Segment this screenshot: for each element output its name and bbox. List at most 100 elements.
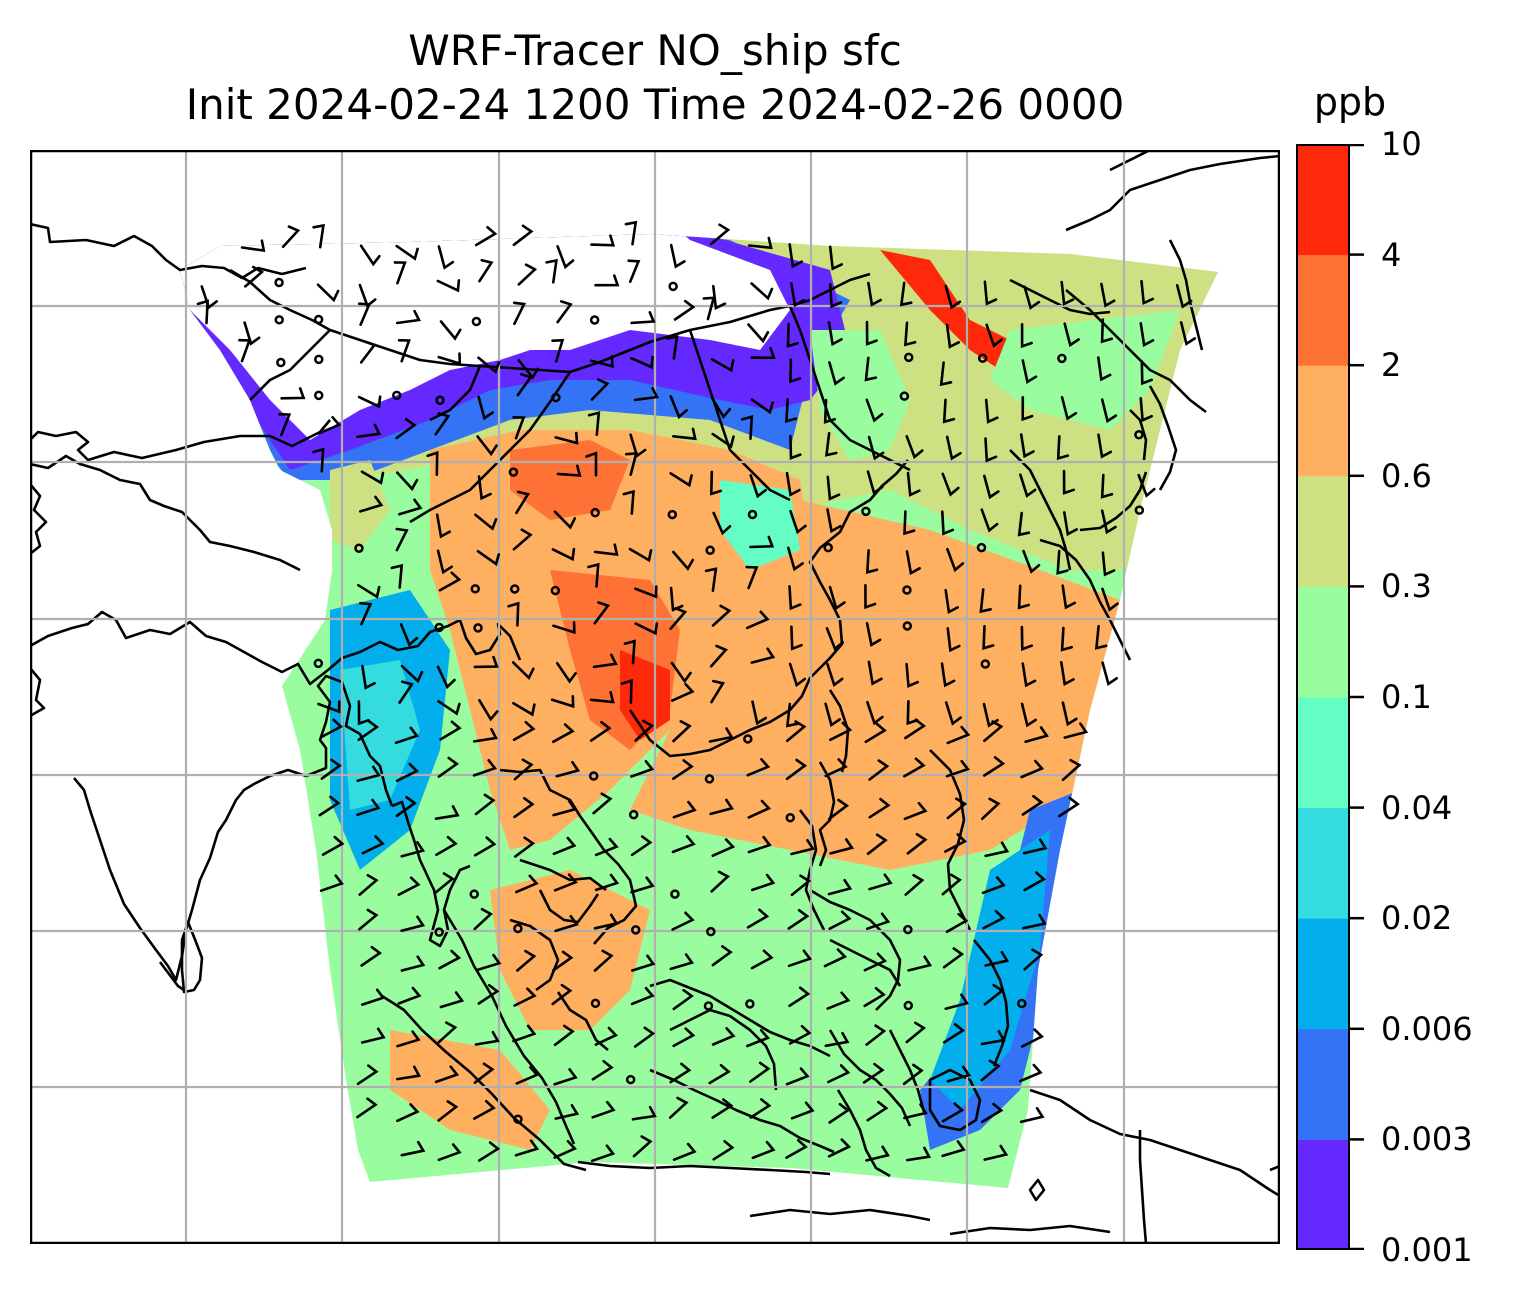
wind-barb <box>317 416 342 435</box>
wind-barb <box>942 398 956 424</box>
wind-barb <box>669 395 688 420</box>
wind-barb <box>434 1065 460 1084</box>
wind-barb <box>1058 796 1080 818</box>
wind-barb <box>593 949 614 972</box>
wind-barb <box>517 263 538 286</box>
calm-wind-marker <box>747 509 758 520</box>
wind-barb <box>712 284 727 310</box>
calm-wind-marker <box>706 926 716 937</box>
wind-barb <box>400 955 426 972</box>
title-line-1: WRF-Tracer NO_ship sfc <box>408 26 902 75</box>
wind-barb <box>827 878 853 896</box>
wind-barb <box>669 953 695 971</box>
wind-barb <box>629 433 647 459</box>
wind-barb <box>474 1030 500 1046</box>
wind-barb <box>556 245 575 270</box>
wind-barb <box>512 720 536 741</box>
wind-barb <box>507 601 520 627</box>
wind-barb <box>477 356 501 374</box>
wind-barb <box>592 653 618 669</box>
wind-barb <box>398 498 423 516</box>
wind-barb <box>944 701 962 726</box>
wind-barb <box>671 683 695 702</box>
wind-barb <box>865 320 878 346</box>
wind-barb <box>319 874 344 892</box>
wind-barb <box>862 1062 885 1084</box>
map-panel[interactable] <box>30 150 1280 1244</box>
wind-barb <box>865 622 882 647</box>
wind-barb <box>824 702 841 728</box>
wind-barb <box>591 1059 614 1081</box>
calm-wind-marker <box>434 622 444 633</box>
wind-barb <box>906 700 919 726</box>
wind-barb <box>556 464 582 477</box>
wind-barb <box>356 423 382 439</box>
wind-barb <box>395 796 417 818</box>
wind-barb <box>828 1102 851 1124</box>
calm-wind-marker <box>588 771 599 781</box>
wind-barb <box>590 1144 616 1163</box>
wind-barb <box>789 358 802 384</box>
wind-barb <box>826 662 844 688</box>
wind-barb <box>439 720 462 741</box>
wind-barb <box>244 265 265 288</box>
wind-barb <box>395 309 421 325</box>
calm-wind-marker <box>590 507 600 518</box>
colorbar-band <box>1296 586 1350 698</box>
wind-barb <box>710 358 735 373</box>
wind-barb <box>790 839 815 856</box>
wind-barb <box>905 662 919 689</box>
wind-barb <box>785 758 808 781</box>
wind-barb <box>396 1103 420 1123</box>
wind-barb <box>594 274 620 287</box>
wind-barb <box>740 414 754 440</box>
wind-barb <box>1020 759 1045 779</box>
wind-barb <box>318 795 341 817</box>
wind-barb <box>512 301 527 326</box>
wind-barb <box>982 909 1006 930</box>
wind-barb <box>1179 321 1197 346</box>
wind-barb <box>436 665 456 690</box>
wind-barb <box>708 1063 731 1085</box>
wind-barb <box>1023 285 1041 310</box>
wind-barb <box>788 986 811 1008</box>
wind-barb <box>982 624 995 650</box>
wind-barb <box>395 762 420 783</box>
wind-barb <box>907 955 933 972</box>
wind-barb <box>983 1144 1009 1161</box>
wind-barb <box>437 1143 462 1162</box>
wind-barb <box>552 621 576 635</box>
calm-wind-marker <box>470 584 480 594</box>
wind-barb <box>240 239 266 253</box>
colorbar-tick-label: 4 <box>1381 235 1402 274</box>
map-border <box>30 150 1280 1244</box>
wind-barb <box>790 625 803 651</box>
wind-barb <box>280 387 306 400</box>
wind-barb <box>942 1023 966 1044</box>
wind-barb <box>281 225 301 249</box>
wind-barb <box>941 873 962 896</box>
wind-barb <box>702 296 716 321</box>
wind-barb <box>790 282 806 308</box>
wind-barb <box>630 835 653 857</box>
wind-barb <box>749 1098 772 1119</box>
wind-barb <box>1063 322 1080 348</box>
calm-wind-marker <box>902 585 912 595</box>
wind-barb <box>669 607 688 630</box>
wind-barb <box>396 471 419 492</box>
calm-wind-marker <box>902 621 913 631</box>
calm-wind-marker <box>434 927 444 937</box>
wind-barb <box>434 412 451 436</box>
wind-barb <box>1019 1107 1045 1124</box>
wind-barb <box>627 259 641 283</box>
wind-barb <box>551 547 576 562</box>
wind-barb <box>866 912 891 930</box>
wind-barb <box>312 447 325 473</box>
wind-barb <box>594 873 620 892</box>
wind-barb <box>390 563 404 589</box>
wind-barb <box>673 299 696 321</box>
wind-barb <box>358 873 379 896</box>
wind-barb <box>827 321 843 347</box>
wind-barb <box>983 756 1006 777</box>
wind-barb <box>746 908 770 929</box>
